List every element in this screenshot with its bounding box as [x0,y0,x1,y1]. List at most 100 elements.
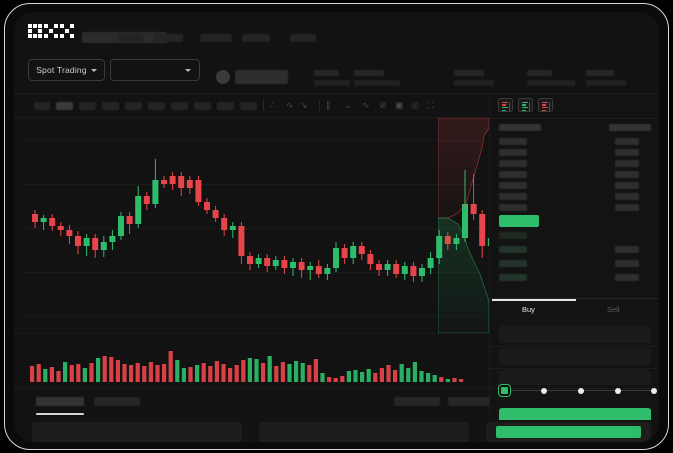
tab-open-orders[interactable] [36,397,84,406]
stat-1-value [314,80,350,86]
amount-slider-handle[interactable] [499,385,510,396]
timeframe-button-7[interactable] [171,102,188,110]
ask-row-price-3[interactable] [499,160,527,167]
bottom-dock [14,420,659,442]
ask-row-price-2[interactable] [499,149,527,156]
slider-stop-3[interactable] [615,387,621,394]
timeframe-button-6[interactable] [148,102,165,110]
amount-slider-track[interactable] [503,390,651,392]
tab-order-history[interactable] [94,397,140,406]
mode-line [541,106,548,109]
stat-2-value [354,80,400,86]
stat-4 [527,70,575,86]
stat-3 [454,70,494,86]
mode-line [541,109,546,112]
chevron-down-icon[interactable]: ⌄ [344,100,352,110]
slider-stop-1[interactable] [541,387,547,394]
orderbook-mode-both-icon[interactable] [498,98,513,112]
bid-row-total-2[interactable] [615,246,639,253]
bid-row-total-4[interactable] [615,274,639,281]
dock-card-assets[interactable] [259,422,469,442]
timeframe-button-5[interactable] [125,102,142,110]
ask-row-total-2[interactable] [615,149,639,156]
dock-card-positions[interactable] [32,422,242,442]
ask-row-price-5[interactable] [499,182,527,189]
orderbook-mode-bids-icon[interactable] [518,98,533,112]
buy-tab-underline [492,299,576,301]
ask-row-total-4[interactable] [615,171,639,178]
indicator-icon[interactable]: ∴ [270,100,276,110]
gridline-1 [22,140,482,141]
depth-chart-overlay [438,118,489,333]
dock-buy-button[interactable] [496,426,641,438]
slider-stop-4[interactable] [651,387,657,394]
trading-pair-select[interactable] [110,59,200,81]
mode-line [541,101,548,104]
tab-buy[interactable]: Buy [522,305,535,314]
order-book-mode-toggle [498,98,553,112]
stat-5 [586,70,626,86]
bid-row-price-2[interactable] [499,246,527,253]
timeframe-button-8[interactable] [194,102,211,110]
ask-row-total-6[interactable] [615,193,639,200]
ask-row-price-1[interactable] [499,138,527,145]
ask-row-price-7[interactable] [499,204,527,211]
orderbook-spread-row [499,215,539,227]
timeframe-button-3[interactable] [79,102,96,110]
timeframe-button-2[interactable] [56,102,73,110]
ask-row-total-1[interactable] [615,138,639,145]
order-book-divider [490,118,659,119]
timeframe-button-1[interactable] [34,102,50,110]
ask-row-total-5[interactable] [615,182,639,189]
action-hide-other-pairs[interactable] [394,397,440,406]
gridline-3 [22,228,482,229]
nav-item-2[interactable] [154,34,183,42]
candlestick-series [32,159,489,282]
action-cancel-all[interactable] [448,397,494,406]
ask-row-price-6[interactable] [499,193,527,200]
ask-row-price-4[interactable] [499,171,527,178]
nav-item-3[interactable] [200,34,232,42]
bid-row-price-4[interactable] [499,274,527,281]
trading-mode-select[interactable]: Spot Trading [28,59,105,81]
volume-histogram [14,333,489,387]
mode-line [521,101,528,104]
toolbar-separator-1 [263,100,264,111]
line-style-icon[interactable]: ∿ [362,100,370,110]
nav-item-4[interactable] [242,34,270,42]
timeframe-button-4[interactable] [102,102,119,110]
bid-row-total-3[interactable] [615,260,639,267]
trend-down-icon[interactable]: ↘ [300,100,308,110]
stat-3-value [454,80,494,86]
app-viewport: Spot Trading ∴ ∿ ↘ ∥ ⌄ ∿ ⊘ ▣ ◎ ⛶ [14,12,659,442]
stat-5-label [586,70,614,76]
trading-mode-label: Spot Trading [36,65,87,75]
ask-row-total-3[interactable] [615,160,639,167]
ask-row-total-7[interactable] [615,204,639,211]
nav-item-1[interactable] [118,34,143,42]
nav-item-5[interactable] [290,34,316,42]
fullscreen-icon[interactable]: ⛶ [427,100,434,110]
magnet-icon[interactable]: ⊘ [379,100,387,110]
candlestick-chart[interactable] [14,118,489,333]
order-type-field[interactable] [499,326,651,343]
lock-icon[interactable]: ▣ [395,100,404,110]
tab-sell[interactable]: Sell [607,305,620,314]
stat-3-label [454,70,484,76]
dock-card-buy[interactable] [486,422,651,442]
compare-icon[interactable]: ∥ [326,100,331,110]
amount-field-divider [490,388,659,389]
eye-icon[interactable]: ◎ [411,100,419,110]
timeframe-button-10[interactable] [240,102,257,110]
okx-logo-icon[interactable] [28,24,74,38]
price-field-divider [490,368,659,369]
wave-icon[interactable]: ∿ [286,100,294,110]
bid-row-price-3[interactable] [499,260,527,267]
orders-tabbar [14,387,494,420]
timeframe-button-9[interactable] [217,102,234,110]
bid-row-price-1[interactable] [499,232,527,239]
orderbook-mode-asks-icon[interactable] [538,98,553,112]
price-field[interactable] [499,348,651,365]
slider-stop-2[interactable] [578,387,584,394]
amount-field[interactable] [499,370,651,385]
